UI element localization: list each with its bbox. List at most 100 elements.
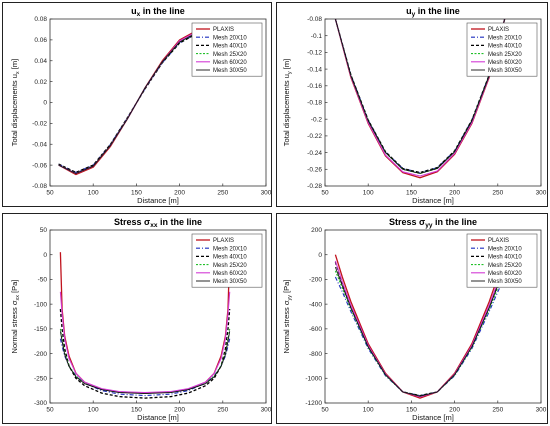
- y-tick-label: 0.04: [34, 58, 47, 65]
- y-tick-label: 50: [40, 227, 48, 234]
- y-tick-label: -0.14: [307, 66, 322, 73]
- x-tick-label: 300: [261, 407, 271, 414]
- x-tick-label: 250: [492, 190, 503, 197]
- legend: PLAXIS Mesh 20X10 Mesh 40X10 Mesh 25X20 Mesh…: [466, 233, 538, 288]
- y-tick-label: -0.16: [307, 83, 322, 90]
- y-tick-label: -400: [309, 301, 322, 308]
- y-tick-label: -0.22: [307, 133, 322, 140]
- x-axis-label: Distance [m]: [137, 196, 179, 205]
- y-tick-label: -600: [309, 326, 322, 333]
- legend-label: Mesh 40X10: [488, 44, 522, 50]
- legend-label: Mesh 30X50: [213, 68, 247, 74]
- y-tick-label: -300: [34, 400, 47, 407]
- legend-label: Mesh 30X50: [488, 279, 522, 285]
- x-axis-label: Distance [m]: [412, 196, 454, 205]
- x-tick-label: 250: [217, 407, 228, 414]
- y-tick-label: -0.28: [307, 183, 322, 190]
- y-axis-label: Normal stress σyy [Pa]: [282, 280, 293, 354]
- y-tick-label: -800: [309, 351, 322, 358]
- x-axis-label: Distance [m]: [137, 413, 179, 422]
- series-line-mesh-20x10: [59, 338, 231, 397]
- chart-svg: Stress σyy in the line 50 100 150 200 250 300 D…: [282, 217, 547, 422]
- legend-label: PLAXIS: [488, 238, 509, 244]
- series-line-mesh-20x10: [334, 276, 506, 397]
- uy-chart-panel: uy in the line 50 100 150 200 250 300 Distance …: [276, 2, 548, 207]
- x-tick-label: 250: [217, 190, 228, 197]
- y-tick-label: -200: [34, 351, 47, 358]
- series-line-mesh-30x50: [334, 19, 506, 174]
- series-line-plaxis: [334, 254, 506, 399]
- x-tick-label: 50: [46, 407, 54, 414]
- y-tick-label: -0.18: [307, 100, 322, 107]
- x-tick-label: 300: [536, 190, 547, 197]
- chart-title: Stress σxx in the line: [114, 217, 202, 229]
- series-line-mesh-30x50: [334, 266, 506, 397]
- legend-label: Mesh 40X10: [488, 255, 522, 261]
- y-tick-label: 200: [311, 227, 322, 234]
- x-tick-label: 300: [261, 190, 271, 197]
- legend-label: Mesh 20X10: [213, 35, 247, 41]
- x-tick-label: 150: [131, 407, 142, 414]
- x-tick-label: 150: [406, 190, 417, 197]
- x-tick-label: 100: [88, 407, 99, 414]
- legend-label: Mesh 30X50: [213, 279, 247, 285]
- legend-label: Mesh 60X20: [213, 271, 247, 277]
- legend-label: Mesh 25X20: [213, 263, 247, 269]
- x-tick-label: 100: [363, 190, 374, 197]
- legend-label: Mesh 20X10: [213, 246, 247, 252]
- x-tick-label: 50: [321, 190, 329, 197]
- x-axis-label: Distance [m]: [412, 413, 454, 422]
- y-tick-label: -0.08: [32, 183, 47, 190]
- legend: PLAXIS Mesh 20X10 Mesh 40X10 Mesh 25X20 Mesh…: [191, 22, 263, 77]
- series-line-mesh-40x10: [59, 309, 231, 399]
- y-tick-label: -0.1: [311, 33, 323, 40]
- y-axis-label: Normal stress σxx [Pa]: [10, 280, 21, 354]
- y-tick-label: -0.12: [307, 50, 322, 57]
- y-tick-label: -0.24: [307, 150, 322, 157]
- y-tick-label: 0.08: [34, 16, 47, 23]
- y-tick-label: -200: [309, 277, 322, 284]
- legend-label: Mesh 20X10: [488, 246, 522, 252]
- chart-title: ux in the line: [131, 6, 185, 18]
- legend-label: Mesh 25X20: [488, 263, 522, 269]
- legend-label: Mesh 60X20: [488, 60, 522, 66]
- y-tick-label: 0.02: [34, 79, 47, 86]
- legend-label: PLAXIS: [488, 27, 509, 33]
- y-tick-label: -100: [34, 301, 47, 308]
- chart-svg: Stress σxx in the line 50 100 150 200 250 300 D…: [10, 217, 271, 422]
- series-line-mesh-30x50: [59, 331, 231, 395]
- x-tick-label: 50: [46, 190, 54, 197]
- x-tick-label: 300: [536, 407, 547, 414]
- y-axis-label: Total displacements uy [m]: [282, 59, 293, 146]
- series-line-mesh-60x20: [334, 19, 506, 177]
- y-tick-label: -0.2: [311, 116, 323, 123]
- legend: PLAXIS Mesh 20X10 Mesh 40X10 Mesh 25X20 Mesh…: [191, 233, 263, 288]
- legend-label: PLAXIS: [213, 27, 234, 33]
- legend-label: Mesh 25X20: [213, 52, 247, 58]
- legend: PLAXIS Mesh 20X10 Mesh 40X10 Mesh 25X20 Mesh…: [466, 22, 538, 77]
- legend-label: Mesh 25X20: [488, 52, 522, 58]
- chart-svg: ux in the line 50 100 150 200 250 300 Distance …: [10, 6, 271, 205]
- legend-label: Mesh 40X10: [213, 255, 247, 261]
- y-tick-label: -0.08: [307, 16, 322, 23]
- y-tick-label: -150: [34, 326, 47, 333]
- x-tick-label: 100: [363, 407, 374, 414]
- x-tick-label: 50: [321, 407, 329, 414]
- y-tick-label: -250: [34, 375, 47, 382]
- y-tick-label: -0.26: [307, 167, 322, 174]
- y-tick-label: 0: [43, 100, 47, 107]
- series-line-mesh-60x20: [59, 291, 231, 394]
- x-tick-label: 200: [174, 190, 185, 197]
- chart-title: Stress σyy in the line: [389, 217, 477, 229]
- legend-label: Mesh 60X20: [488, 271, 522, 277]
- ux-chart-panel: ux in the line 50 100 150 200 250 300 Distance …: [2, 2, 272, 207]
- y-tick-label: -0.06: [32, 162, 47, 169]
- y-tick-label: -1000: [305, 375, 322, 382]
- y-tick-label: -1200: [305, 400, 322, 407]
- sigma-xx-chart-panel: Stress σxx in the line 50 100 150 200 250 300 D…: [2, 213, 272, 424]
- legend-label: Mesh 40X10: [213, 44, 247, 50]
- x-tick-label: 200: [449, 407, 460, 414]
- chart-title: uy in the line: [406, 6, 460, 18]
- series-line-mesh-60x20: [334, 260, 506, 398]
- x-tick-label: 200: [174, 407, 185, 414]
